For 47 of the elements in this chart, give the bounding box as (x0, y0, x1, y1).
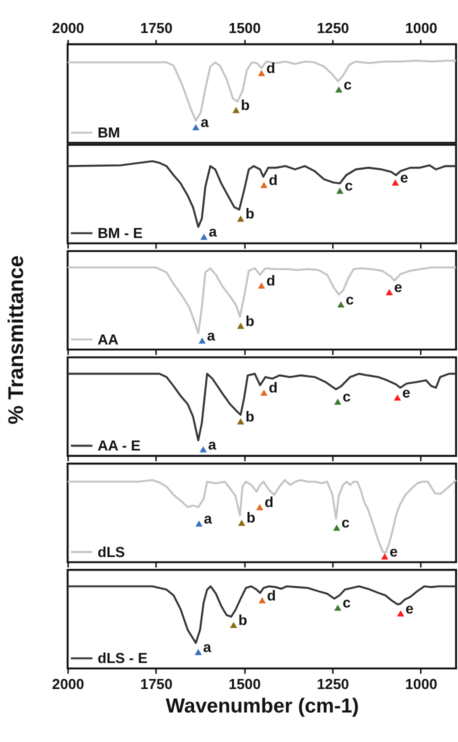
legend-label: dLS (98, 544, 126, 561)
annotation: e (390, 544, 398, 560)
y-axis-title: % Transmittance (4, 255, 28, 424)
annotation: e (405, 601, 414, 618)
x-tick-label: 1500 (228, 677, 261, 694)
x-tick-label: 1750 (140, 677, 173, 694)
annotation: b (246, 510, 256, 527)
legend-label: AA - E (98, 438, 141, 455)
annotation: d (268, 172, 278, 189)
annotation: a (208, 437, 218, 454)
annotation: d (267, 588, 276, 604)
annotation: c (342, 390, 351, 406)
annotation: a (203, 640, 212, 656)
annotation: c (342, 596, 351, 612)
x-tick-label: 2000 (52, 677, 84, 694)
legend-label: BM - E (98, 226, 143, 242)
annotation: b (245, 314, 254, 330)
x-tick-label: 1750 (140, 21, 173, 38)
annotation: a (200, 115, 210, 132)
annotation: d (266, 61, 276, 78)
x-tick-label: 1500 (228, 21, 261, 38)
annotation: c (344, 77, 352, 94)
legend-label: BM (98, 126, 120, 142)
annotation: b (240, 98, 250, 114)
x-tick-label: 1250 (316, 677, 350, 694)
annotation: a (207, 328, 216, 345)
annotation: e (394, 280, 402, 296)
legend-label: dLS - E (98, 651, 148, 668)
legend-label: AA (98, 332, 120, 348)
annotation: b (238, 612, 248, 629)
annotation: d (266, 274, 276, 290)
x-tick-label: 1250 (316, 21, 350, 38)
x-tick-label: 2000 (52, 21, 84, 38)
annotation: b (245, 206, 254, 223)
annotation: c (342, 516, 350, 532)
annotation: a (204, 512, 213, 528)
x-tick-label: 1000 (405, 677, 438, 694)
annotation: c (344, 178, 353, 195)
x-axis-title: Wavenumber (cm-1) (166, 695, 359, 718)
annotation: d (264, 495, 274, 512)
annotation: b (245, 409, 254, 426)
annotation: e (402, 386, 410, 402)
annotation: e (400, 170, 408, 187)
annotation: a (208, 224, 218, 241)
annotation: d (268, 380, 278, 397)
x-tick-label: 1000 (405, 21, 438, 38)
annotation: c (346, 292, 354, 308)
